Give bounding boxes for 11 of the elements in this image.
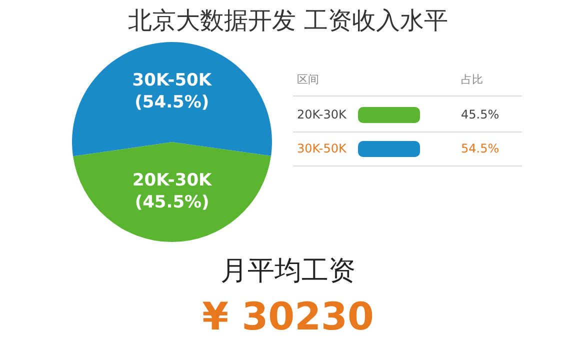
text: 月平均工资	[220, 255, 356, 286]
slice-label: 30K-50K	[297, 141, 348, 156]
slice-label: 20K-30K	[132, 170, 213, 191]
data-label: (54.5%)	[134, 92, 210, 113]
chart-title: 北京大数据开发 工资收入水平	[128, 6, 448, 35]
slice-label: 30K-50K	[132, 70, 212, 91]
pie-slice	[72, 42, 272, 156]
data-label: (45.5%)	[134, 192, 210, 213]
text: ¥ 30230	[202, 294, 374, 338]
pie-slice	[73, 142, 272, 242]
legend: 区间 占比 20K-30K 45.5% 30K-50K 54.5%	[292, 73, 522, 166]
